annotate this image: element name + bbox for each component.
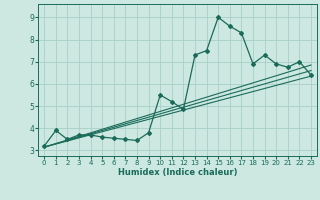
X-axis label: Humidex (Indice chaleur): Humidex (Indice chaleur) <box>118 168 237 177</box>
